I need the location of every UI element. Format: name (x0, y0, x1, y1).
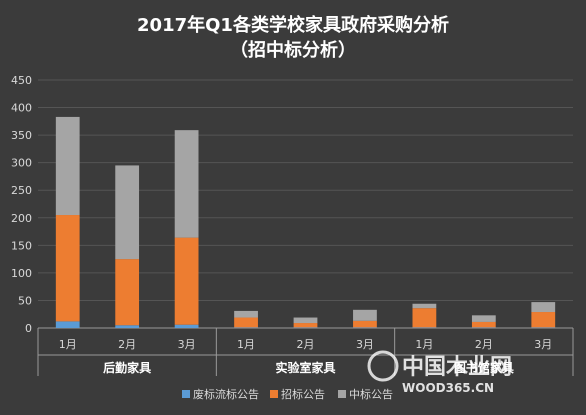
y-tick-label: 350 (11, 129, 32, 142)
x-tick-label: 1月 (415, 338, 433, 351)
bars (55, 116, 556, 328)
bar-segment (174, 324, 199, 328)
bar-segment (55, 116, 80, 216)
y-tick-label: 100 (11, 267, 32, 280)
bar-segment (234, 317, 258, 328)
watermark-url: WOOD365.CN (402, 381, 494, 395)
y-tick-label: 50 (18, 294, 32, 307)
legend-label: 招标公告 (281, 387, 325, 401)
y-tick-label: 150 (11, 239, 32, 252)
y-tick-label: 200 (11, 212, 32, 225)
bar-segment (412, 327, 437, 328)
watermark: 中国木业网 WOOD365.CN (367, 350, 512, 395)
y-tick-label: 0 (25, 322, 32, 335)
bar-segment (115, 325, 140, 328)
legend-swatch (182, 390, 190, 398)
x-tick-label: 1月 (237, 338, 255, 351)
chart-subtitle: （招中标分析） (230, 39, 356, 61)
y-tick-label: 300 (11, 157, 32, 170)
bar-segment (174, 130, 199, 238)
bar-segment (293, 323, 318, 328)
bar-segment (412, 308, 437, 328)
bar-segment (471, 321, 496, 328)
y-tick-label: 400 (11, 102, 32, 115)
x-tick-label: 3月 (178, 338, 196, 351)
x-tick-label: 3月 (534, 338, 552, 351)
y-axis: 0 50 100 150 200 250 300 350 400 450 (11, 74, 32, 335)
bar-segment (115, 165, 140, 260)
x-tick-label: 2月 (118, 338, 136, 351)
x-tick-label: 1月 (59, 338, 77, 351)
chart-title: 2017年Q1各类学校家具政府采购分析 (137, 14, 449, 36)
y-tick-label: 250 (11, 184, 32, 197)
legend-label: 废标流标公告 (193, 387, 259, 401)
legend-swatch (338, 390, 346, 398)
bar-segment (293, 317, 318, 324)
x-group-label: 实验室家具 (275, 360, 335, 375)
x-group-label: 后勤家具 (103, 360, 151, 375)
bar-segment (234, 310, 258, 318)
bar-segment (531, 312, 556, 328)
bar-segment (234, 327, 258, 328)
bar-segment (115, 259, 140, 326)
bar-segment (471, 315, 496, 322)
bar-segment (55, 215, 80, 322)
watermark-logo-icon (367, 350, 399, 382)
y-tick-label: 450 (11, 74, 32, 87)
bar-segment (412, 303, 437, 309)
bar-segment (293, 327, 318, 328)
bar-segment (353, 309, 377, 321)
x-tick-label: 3月 (356, 338, 374, 351)
bar-segment (353, 327, 377, 328)
bar-segment (531, 302, 556, 313)
legend-swatch (270, 390, 278, 398)
bar-segment (55, 321, 80, 328)
x-group-label: 图书馆家具 (454, 360, 514, 375)
bar-segment (471, 327, 496, 328)
x-tick-label: 2月 (475, 338, 493, 351)
bar-segment (174, 237, 199, 325)
x-tick-label: 2月 (297, 338, 315, 351)
bar-segment (531, 327, 556, 328)
watermark-brand: 中国木业网 (402, 355, 512, 380)
legend-label: 中标公告 (349, 387, 393, 401)
bar-segment (353, 320, 377, 328)
legend: 废标流标公告 招标公告 中标公告 (182, 387, 393, 401)
